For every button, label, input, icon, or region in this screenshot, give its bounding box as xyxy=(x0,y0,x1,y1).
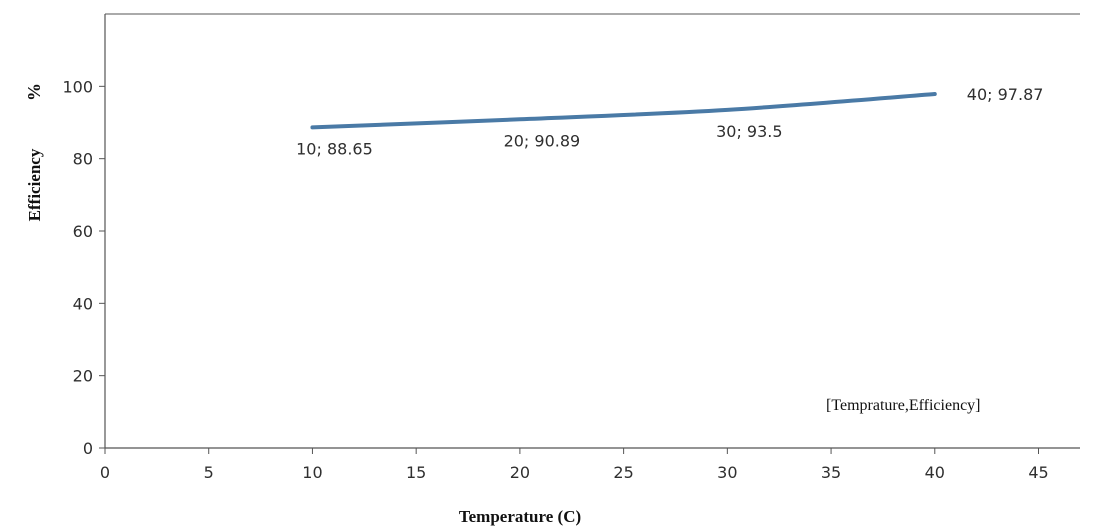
x-tick-label: 5 xyxy=(204,463,214,482)
data-label: 10; 88.65 xyxy=(296,139,373,158)
x-tick-label: 15 xyxy=(406,463,426,482)
series-annotation: [Temprature,Efficiency] xyxy=(826,397,981,414)
x-tick-label: 0 xyxy=(100,463,110,482)
x-tick-label: 40 xyxy=(925,463,945,482)
series-line xyxy=(310,92,937,130)
x-axis-title: Temperature (C) xyxy=(459,507,581,526)
y-tick-label: 80 xyxy=(73,150,93,169)
y-tick-label: 100 xyxy=(62,77,93,96)
y-tick-label: 0 xyxy=(83,439,93,458)
y-tick-label: 60 xyxy=(73,222,93,241)
x-tick-label: 10 xyxy=(302,463,322,482)
data-label: 40; 97.87 xyxy=(967,85,1044,104)
x-tick-label: 35 xyxy=(821,463,841,482)
x-tick-label: 30 xyxy=(717,463,737,482)
data-label: 30; 93.5 xyxy=(716,122,782,141)
y-tick-label: 20 xyxy=(73,367,93,386)
y-axis-title: Efficiency xyxy=(25,148,44,221)
y-axis-unit: % xyxy=(24,83,44,101)
x-tick-label: 20 xyxy=(510,463,530,482)
data-label: 20; 90.89 xyxy=(504,131,581,150)
x-tick-label: 25 xyxy=(613,463,633,482)
y-tick-label: 40 xyxy=(73,294,93,313)
x-tick-label: 45 xyxy=(1028,463,1048,482)
